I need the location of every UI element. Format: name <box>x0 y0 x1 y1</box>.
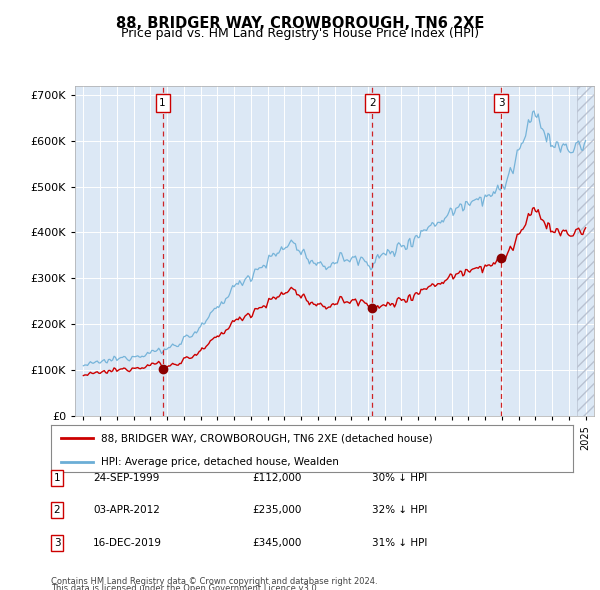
Text: Price paid vs. HM Land Registry's House Price Index (HPI): Price paid vs. HM Land Registry's House … <box>121 27 479 40</box>
Text: 30% ↓ HPI: 30% ↓ HPI <box>372 473 427 483</box>
Text: 2: 2 <box>53 506 61 515</box>
Text: 2: 2 <box>369 98 376 108</box>
Text: 88, BRIDGER WAY, CROWBOROUGH, TN6 2XE: 88, BRIDGER WAY, CROWBOROUGH, TN6 2XE <box>116 16 484 31</box>
Text: £112,000: £112,000 <box>252 473 301 483</box>
Text: 1: 1 <box>53 473 61 483</box>
Text: 3: 3 <box>498 98 505 108</box>
Text: HPI: Average price, detached house, Wealden: HPI: Average price, detached house, Weal… <box>101 457 338 467</box>
Text: 32% ↓ HPI: 32% ↓ HPI <box>372 506 427 515</box>
Text: £235,000: £235,000 <box>252 506 301 515</box>
Text: Contains HM Land Registry data © Crown copyright and database right 2024.: Contains HM Land Registry data © Crown c… <box>51 577 377 586</box>
Text: 24-SEP-1999: 24-SEP-1999 <box>93 473 160 483</box>
Text: 1: 1 <box>159 98 166 108</box>
Text: 31% ↓ HPI: 31% ↓ HPI <box>372 538 427 548</box>
Text: 03-APR-2012: 03-APR-2012 <box>93 506 160 515</box>
Text: This data is licensed under the Open Government Licence v3.0.: This data is licensed under the Open Gov… <box>51 584 319 590</box>
Text: 16-DEC-2019: 16-DEC-2019 <box>93 538 162 548</box>
Text: £345,000: £345,000 <box>252 538 301 548</box>
Text: 88, BRIDGER WAY, CROWBOROUGH, TN6 2XE (detached house): 88, BRIDGER WAY, CROWBOROUGH, TN6 2XE (d… <box>101 433 432 443</box>
Text: 3: 3 <box>53 538 61 548</box>
